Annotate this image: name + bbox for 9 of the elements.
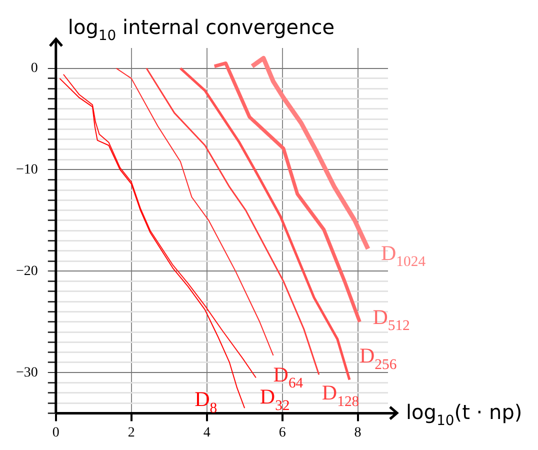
y-tick-label: −30	[16, 365, 38, 380]
x-tick-label: 8	[354, 425, 362, 440]
x-tick-label: 2	[128, 425, 135, 440]
x-tick-label: 0	[52, 425, 60, 440]
x-tick-label: 4	[203, 425, 210, 440]
y-tick-label: −20	[16, 264, 38, 279]
y-tick-label: 0	[30, 60, 38, 76]
x-tick-label: 6	[278, 425, 286, 440]
y-tick-label: −10	[16, 162, 38, 178]
